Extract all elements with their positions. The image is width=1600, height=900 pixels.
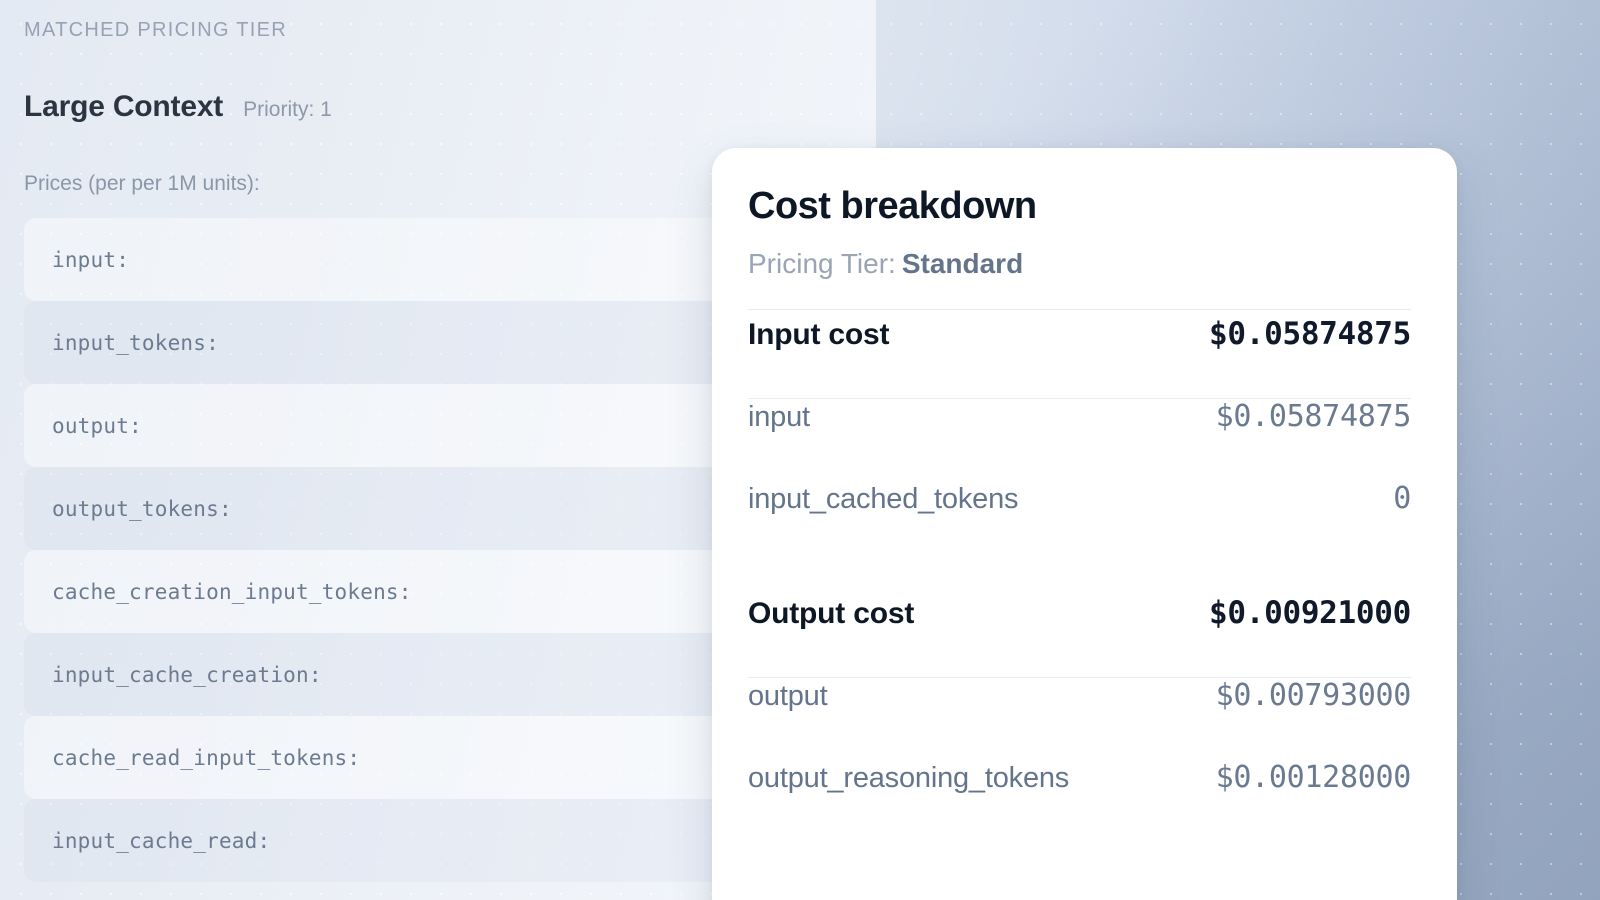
group-spacer (748, 563, 1411, 589)
price-key-list: input: input_tokens: output: output_toke… (24, 218, 724, 882)
tier-heading-row: Large Context Priority: 1 (24, 90, 876, 124)
input-cost-label: Input cost (748, 317, 890, 351)
price-row: input_tokens: (24, 301, 724, 384)
cost-line-item: input $0.05874875 (748, 399, 1411, 481)
price-row: output_tokens: (24, 467, 724, 550)
line-item-value: $0.00128000 (1215, 759, 1412, 795)
line-item-value: $0.05874875 (1215, 398, 1412, 434)
input-cost-value: $0.05874875 (1209, 315, 1411, 352)
card-title: Cost breakdown (748, 185, 1037, 227)
price-row: cache_read_input_tokens: (24, 716, 724, 799)
cost-total-row: Output cost $0.00921000 (748, 595, 1411, 677)
price-row: input_cache_read: (24, 799, 724, 882)
group-divider (748, 397, 1411, 399)
output-cost-value: $0.00921000 (1209, 594, 1411, 631)
prices-units-label: Prices (per per 1M units): (24, 172, 260, 195)
matched-pricing-tier-eyebrow: MATCHED PRICING TIER (24, 19, 288, 41)
pricing-tier-line: Pricing Tier: Standard (748, 246, 1411, 281)
line-item-label: output (748, 679, 828, 712)
cost-line-item: output $0.00793000 (748, 678, 1411, 760)
line-item-label: input (748, 400, 810, 433)
group-divider (748, 676, 1411, 678)
line-item-label: output_reasoning_tokens (748, 761, 1070, 794)
line-item-value: 0 (1393, 480, 1411, 516)
tier-name: Large Context (24, 90, 224, 123)
pricing-tier-value: Standard (901, 247, 1024, 279)
cost-line-item: input_cached_tokens 0 (748, 481, 1411, 563)
cost-group-input: Input cost $0.05874875 input $0.05874875… (748, 316, 1411, 563)
line-item-value: $0.00793000 (1215, 677, 1412, 713)
cost-group-output: Output cost $0.00921000 output $0.007930… (748, 595, 1411, 842)
price-row: input_cache_creation: (24, 633, 724, 716)
price-row: input: (24, 218, 724, 301)
cost-breakdown-card: Cost breakdown Pricing Tier: Standard Inp… (712, 148, 1457, 900)
header-divider (748, 308, 1411, 310)
output-cost-label: Output cost (748, 596, 915, 630)
line-item-label: input_cached_tokens (748, 482, 1019, 515)
price-row: output: (24, 384, 724, 467)
tier-priority: Priority: 1 (243, 98, 332, 121)
cost-total-row: Input cost $0.05874875 (748, 316, 1411, 398)
pricing-tier-label: Pricing Tier: (748, 247, 896, 279)
cost-line-item: output_reasoning_tokens $0.00128000 (748, 760, 1411, 842)
price-row: cache_creation_input_tokens: (24, 550, 724, 633)
